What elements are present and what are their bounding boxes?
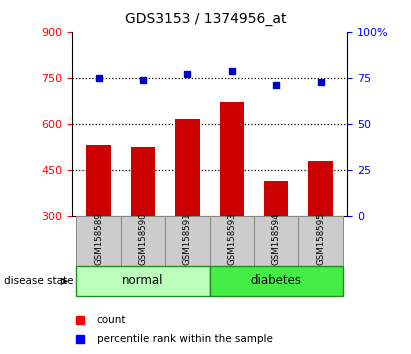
- Bar: [210, 216, 254, 266]
- Text: GSM158589: GSM158589: [94, 212, 103, 264]
- Bar: [298, 216, 343, 266]
- Bar: [76, 266, 210, 296]
- Bar: [131, 147, 155, 216]
- Bar: [86, 145, 111, 216]
- Text: GSM158593: GSM158593: [227, 212, 236, 264]
- Bar: [210, 266, 343, 296]
- Text: count: count: [97, 315, 126, 325]
- Bar: [254, 216, 298, 266]
- Text: GSM158594: GSM158594: [272, 212, 281, 264]
- Text: disease state: disease state: [4, 276, 74, 286]
- Bar: [76, 216, 121, 266]
- Bar: [308, 161, 333, 216]
- Bar: [264, 181, 289, 216]
- Bar: [175, 119, 200, 216]
- Text: diabetes: diabetes: [251, 274, 302, 287]
- Bar: [121, 216, 165, 266]
- Text: percentile rank within the sample: percentile rank within the sample: [97, 334, 272, 344]
- Text: GSM158590: GSM158590: [139, 212, 148, 264]
- Text: GSM158591: GSM158591: [183, 212, 192, 264]
- Text: GSM158595: GSM158595: [316, 212, 325, 264]
- Text: normal: normal: [122, 274, 164, 287]
- Bar: [165, 216, 210, 266]
- Bar: [219, 102, 244, 216]
- Text: GDS3153 / 1374956_at: GDS3153 / 1374956_at: [125, 12, 286, 27]
